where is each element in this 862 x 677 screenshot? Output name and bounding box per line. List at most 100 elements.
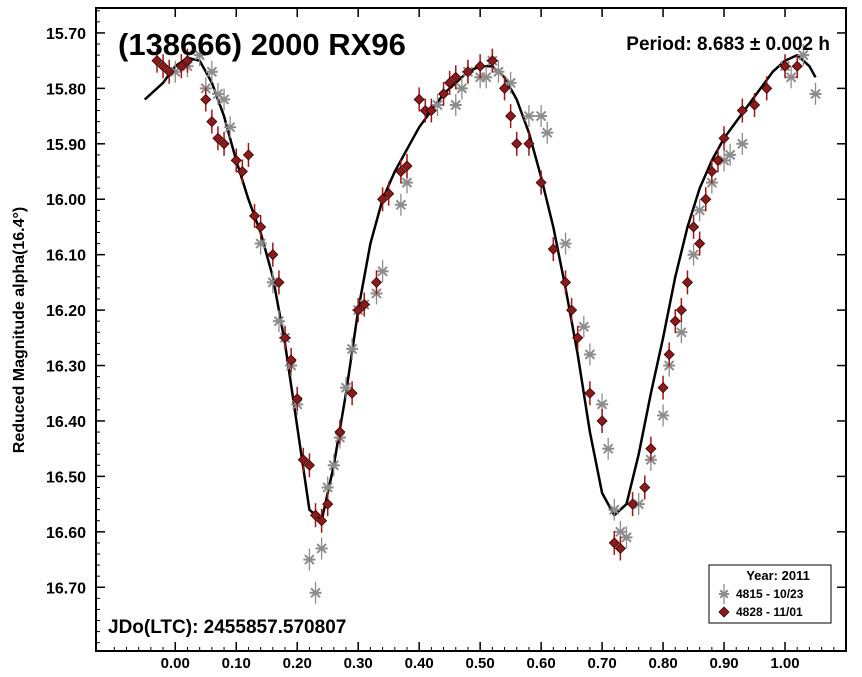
x-tick-label: 0.30: [344, 655, 373, 672]
data-point-diamond: [163, 59, 175, 84]
data-point-diamond: [706, 159, 718, 184]
data-point-diamond: [572, 325, 584, 350]
data-point-asterisk: [608, 498, 621, 521]
y-axis-label: Reduced Magnitude alpha(16.4°): [11, 207, 28, 453]
data-point-diamond: [596, 408, 608, 433]
data-point-asterisk: [797, 44, 810, 67]
data-point-diamond: [291, 386, 303, 411]
data-point-asterisk: [541, 121, 554, 144]
x-tick-label: 0.50: [466, 655, 495, 672]
data-point-diamond: [383, 181, 395, 206]
data-point-diamond: [212, 126, 224, 151]
data-point-diamond: [645, 436, 657, 461]
data-point-diamond: [236, 159, 248, 184]
data-point-diamond: [322, 492, 334, 517]
fit-curve: [143, 53, 817, 522]
data-point-asterisk: [431, 94, 444, 117]
legend-marker-diamond: [718, 606, 730, 618]
data-point-asterisk: [577, 315, 590, 338]
data-point-diamond: [181, 48, 194, 73]
data-point-diamond: [791, 54, 803, 79]
data-point-diamond: [413, 87, 425, 112]
legend-diamond-icon: [718, 606, 730, 618]
legend-marker-asterisk: [719, 584, 729, 604]
data-point-diamond: [535, 170, 547, 195]
data-point-diamond: [639, 475, 651, 500]
legend-label-1: 4828 - 11/01: [736, 605, 803, 619]
data-point-diamond: [230, 148, 242, 173]
data-point-diamond: [474, 54, 486, 79]
data-point-diamond: [627, 492, 639, 517]
data-point-diamond: [218, 131, 230, 156]
y-tick-label: 16.50: [46, 469, 86, 486]
data-point-diamond: [681, 270, 694, 295]
data-point-asterisk: [693, 199, 706, 222]
data-point-diamond: [761, 76, 773, 101]
data-point-diamond: [584, 381, 596, 406]
data-point-diamond: [297, 447, 309, 472]
data-point-asterisk: [785, 66, 798, 89]
data-point-diamond: [157, 54, 169, 79]
x-tick-label: 0.90: [709, 655, 738, 672]
y-tick-label: 15.80: [46, 81, 86, 98]
data-point-diamond: [175, 54, 187, 79]
data-point-diamond: [712, 148, 724, 173]
data-point-diamond: [450, 65, 462, 90]
data-point-asterisk: [559, 232, 572, 255]
data-point-diamond: [279, 325, 291, 350]
y-tick-label: 16.00: [46, 192, 86, 209]
data-point-asterisk: [218, 88, 231, 111]
data-point-diamond: [358, 292, 370, 317]
data-point-diamond: [242, 142, 255, 167]
data-point-asterisk: [455, 77, 468, 100]
data-point-diamond: [675, 298, 687, 323]
data-point-diamond: [444, 70, 456, 95]
data-point-diamond: [669, 309, 681, 334]
data-point-diamond: [151, 48, 163, 73]
data-point-diamond: [273, 270, 285, 295]
data-point-diamond: [511, 131, 523, 156]
legend-asterisk-icon: [719, 584, 729, 604]
data-point-diamond: [352, 298, 364, 323]
x-tick-label: 0.40: [405, 655, 434, 672]
period-label: Period: 8.683 ± 0.002 h: [626, 34, 830, 55]
data-point-asterisk: [620, 526, 633, 549]
data-point-diamond: [694, 231, 706, 256]
data-point-asterisk: [614, 520, 627, 543]
data-point-asterisk: [687, 243, 700, 266]
data-point-diamond: [285, 347, 297, 372]
data-point-asterisk: [346, 337, 359, 360]
data-point-diamond: [206, 109, 218, 134]
data-point-diamond: [486, 48, 498, 73]
data-point-asterisk: [394, 193, 407, 216]
data-point-asterisk: [211, 82, 224, 105]
epoch-label: JDo(LTC): 2455857.570807: [108, 617, 346, 638]
y-tick-label: 16.60: [46, 525, 86, 542]
data-point-diamond: [309, 503, 322, 528]
data-point-diamond: [248, 203, 261, 228]
legend-box: [708, 564, 832, 624]
data-point-asterisk: [504, 71, 517, 94]
series-4828-points: [151, 48, 803, 561]
data-point-diamond: [316, 508, 328, 533]
data-point-asterisk: [736, 132, 749, 155]
data-point-asterisk: [315, 537, 328, 560]
data-point-asterisk: [535, 105, 548, 128]
data-point-asterisk: [193, 44, 206, 67]
data-point-asterisk: [309, 581, 322, 604]
data-point-diamond: [779, 54, 791, 79]
data-point-diamond: [437, 81, 450, 106]
chart-title: (138666) 2000 RX96: [118, 27, 406, 62]
data-point-diamond: [334, 420, 346, 445]
data-point-diamond: [267, 242, 279, 267]
x-tick-label: 0.80: [648, 655, 677, 672]
legend-title: Year: 2011: [746, 568, 810, 583]
axis-ticks: 0.00 0.10 0.20 0.30 0.40 0.50 0.60 0.70 0.80 0.90…: [46, 8, 846, 672]
data-point-asterisk: [303, 548, 316, 571]
x-tick-label: 1.00: [770, 655, 799, 672]
data-point-asterisk: [602, 437, 615, 460]
legend: Year: 2011 4815 - 10/23 4828 - 11/01: [708, 564, 832, 624]
data-point-diamond: [505, 104, 517, 129]
x-tick-label: 0.20: [283, 655, 312, 672]
